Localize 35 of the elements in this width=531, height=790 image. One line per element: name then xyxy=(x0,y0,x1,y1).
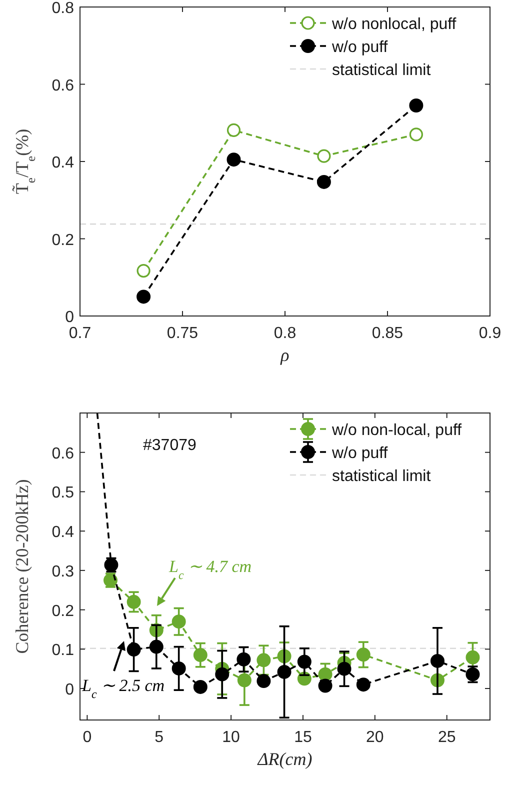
y-tick-label: 0.1 xyxy=(52,642,74,660)
x-tick-label: 0.75 xyxy=(166,325,198,342)
y-tick-label: 0.2 xyxy=(52,602,74,620)
x-tick-label: 10 xyxy=(222,729,240,746)
annotation: #37079 xyxy=(143,437,196,454)
x-tick-label: 20 xyxy=(366,729,384,746)
x-tick-label: 0.9 xyxy=(478,325,502,342)
y-tick-label: 0.4 xyxy=(52,154,74,172)
annotation: L$_{c}$ ∼ 2.5 cm xyxy=(81,676,165,701)
x-tick-label: 5 xyxy=(154,729,164,746)
y-axis-title: Coherence (20-200kHz) xyxy=(12,479,32,654)
annotation: L$_{c}$ ∼ 4.7 cm xyxy=(168,557,252,582)
y-tick-label: 0.4 xyxy=(52,524,74,542)
y-tick-label: 0.3 xyxy=(52,563,74,580)
x-tick-label: 0.7 xyxy=(68,325,92,342)
x-tick-label: 15 xyxy=(294,729,312,746)
x-tick-label: 0.85 xyxy=(372,325,404,342)
x-axis-title: ρ xyxy=(280,345,290,365)
y-tick-label: 0.2 xyxy=(52,232,74,249)
legend-label: statistical limit xyxy=(332,468,432,485)
y-tick-label: 0.6 xyxy=(52,77,74,94)
x-axis-title: ΔR(cm) xyxy=(256,749,312,769)
y-tick-label: 0.8 xyxy=(52,0,74,17)
legend-label: w/o puff xyxy=(331,39,388,56)
x-tick-label: 25 xyxy=(438,729,456,746)
legend-label: w/o puff xyxy=(331,445,388,462)
y-tick-label: 0 xyxy=(65,309,74,326)
x-tick-label: 0.8 xyxy=(274,325,296,342)
legend-label: w/o non-local, puff xyxy=(331,422,462,439)
y-tick-label: 0.6 xyxy=(52,445,74,462)
legend-label: w/o nonlocal, puff xyxy=(331,16,457,33)
x-tick-label: 0 xyxy=(82,729,92,746)
legend-label: statistical limit xyxy=(332,62,432,79)
y-tick-label: 0.5 xyxy=(52,484,74,502)
y-tick-label: 0 xyxy=(65,682,74,699)
